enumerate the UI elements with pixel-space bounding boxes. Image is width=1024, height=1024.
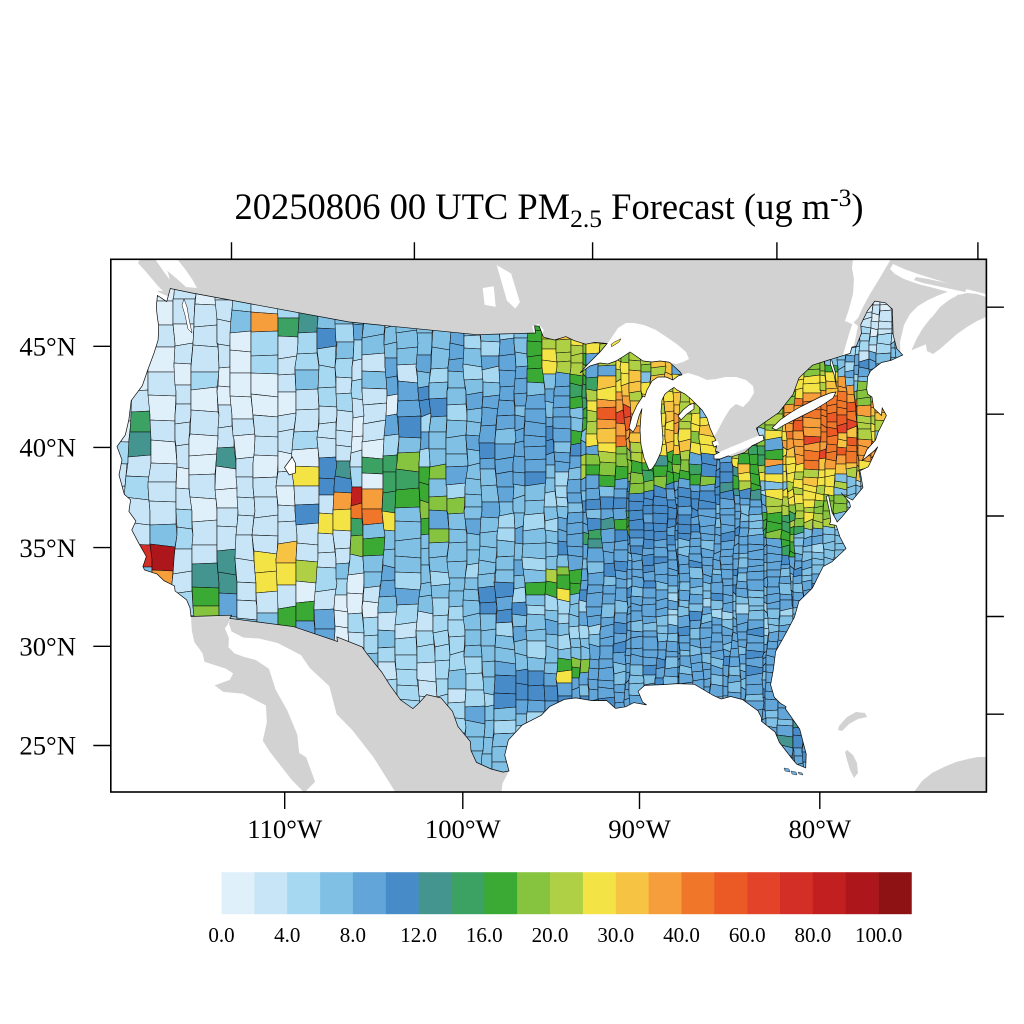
svg-text:100°W: 100°W (425, 814, 502, 844)
svg-text:80.0: 80.0 (795, 923, 832, 947)
svg-text:20.0: 20.0 (532, 923, 569, 947)
svg-text:40°N: 40°N (19, 433, 76, 463)
svg-text:30°N: 30°N (19, 632, 76, 662)
svg-text:80°W: 80°W (789, 814, 852, 844)
svg-text:90°W: 90°W (608, 814, 671, 844)
svg-text:4.0: 4.0 (274, 923, 300, 947)
svg-text:8.0: 8.0 (340, 923, 366, 947)
svg-text:25°N: 25°N (19, 731, 76, 761)
svg-text:0.0: 0.0 (208, 923, 234, 947)
svg-text:30.0: 30.0 (597, 923, 634, 947)
svg-text:100.0: 100.0 (855, 923, 902, 947)
svg-text:45°N: 45°N (19, 332, 76, 362)
svg-text:110°W: 110°W (247, 814, 323, 844)
svg-text:20250806 00 UTC PM2.5 Forecast: 20250806 00 UTC PM2.5 Forecast (ug m-3) (235, 183, 864, 233)
svg-text:16.0: 16.0 (466, 923, 503, 947)
svg-text:40.0: 40.0 (663, 923, 700, 947)
svg-text:60.0: 60.0 (729, 923, 766, 947)
svg-text:12.0: 12.0 (400, 923, 437, 947)
svg-text:35°N: 35°N (19, 533, 76, 563)
